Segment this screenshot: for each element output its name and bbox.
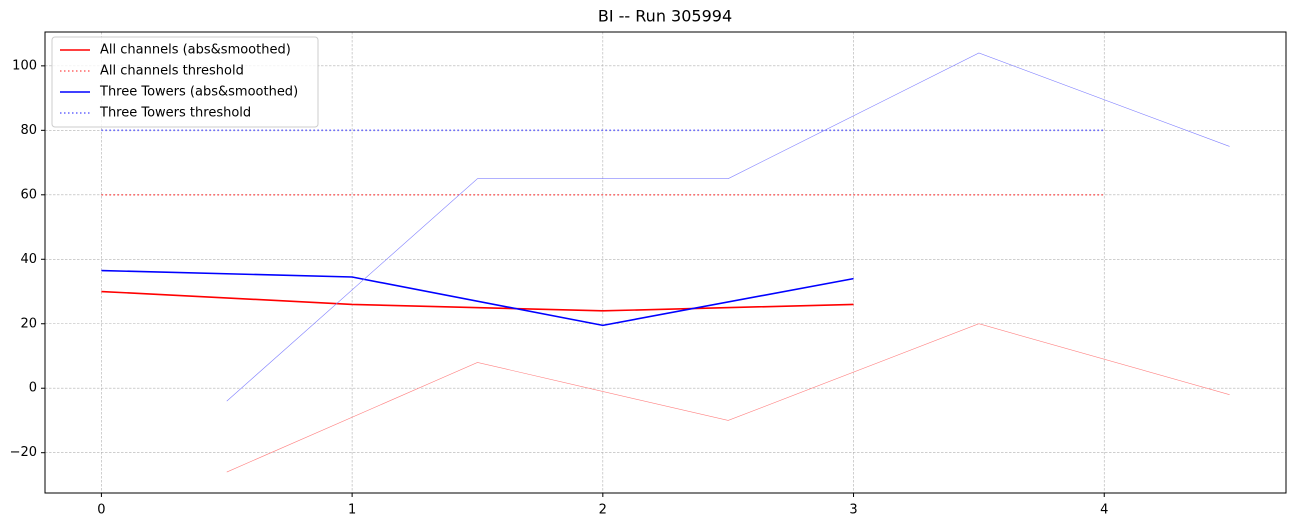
y-tick-label: 40 [20,252,37,267]
legend-label: Three Towers threshold [99,106,251,121]
y-tick-label: 80 [20,123,37,138]
series-line [101,269,854,327]
y-tick-label: 0 [29,381,37,396]
plot-frame [44,31,1287,494]
series-line [226,52,1230,402]
series-line [101,290,854,312]
y-tick-label: 100 [12,58,37,73]
x-tick-label: 3 [849,503,857,518]
y-tick-label: 20 [20,316,37,331]
x-tick-label: 2 [599,503,607,518]
legend-label: All channels threshold [100,64,244,79]
legend-label: All channels (abs&smoothed) [100,43,291,58]
x-tick-label: 4 [1100,503,1108,518]
y-tick-label: −20 [10,445,37,460]
series-line [226,323,1230,473]
legend-box [51,36,319,128]
legend: All channels (abs&smoothed) All channels … [51,36,319,128]
x-tick-label: 0 [97,503,105,518]
chart-title: BI -- Run 305994 [598,7,732,26]
y-tick-label: 60 [20,187,37,202]
x-tick-label: 1 [348,503,356,518]
legend-label: Three Towers (abs&smoothed) [99,85,298,100]
